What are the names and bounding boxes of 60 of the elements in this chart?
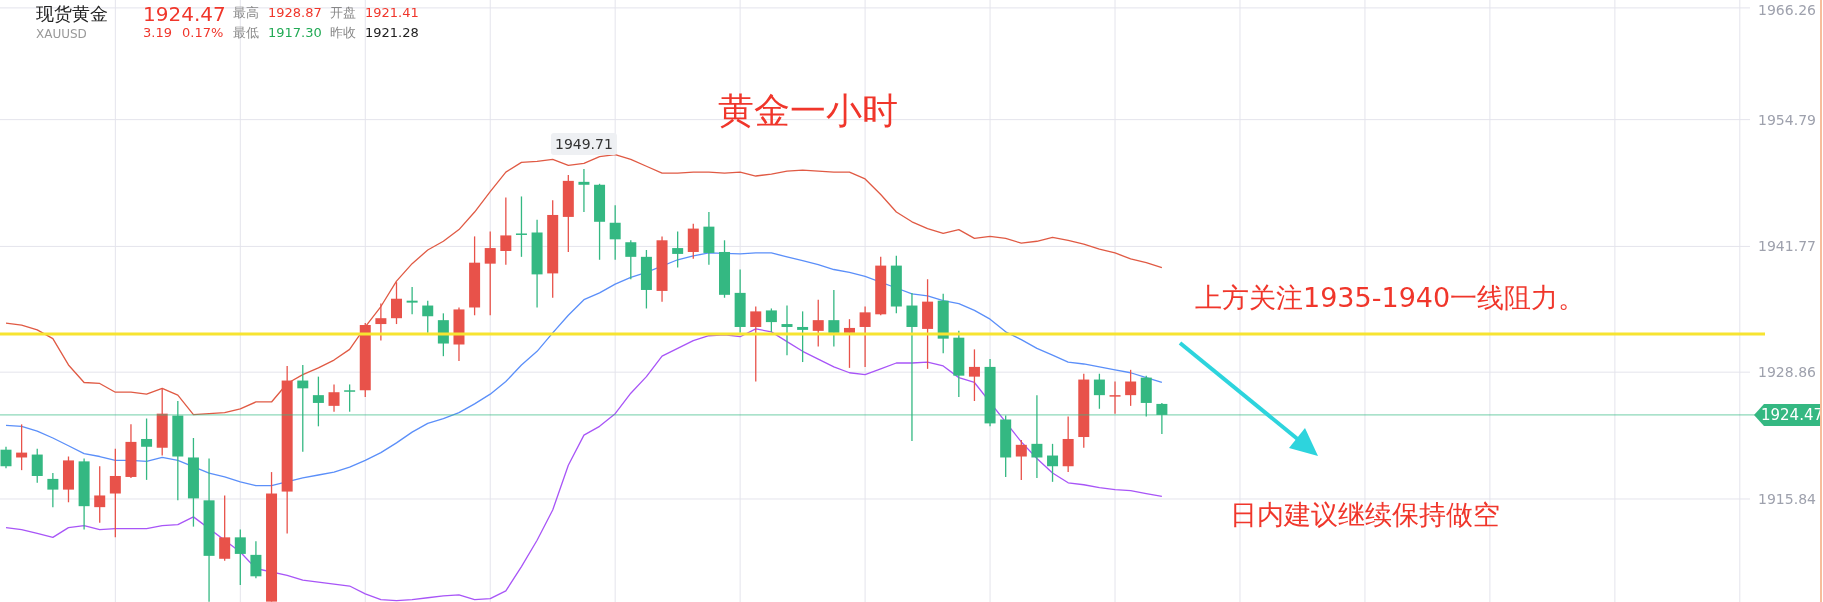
annotation: 1924.47 bbox=[143, 2, 226, 26]
candlestick bbox=[422, 300, 434, 334]
candlestick bbox=[687, 223, 699, 260]
text: 黄金一小时 bbox=[718, 90, 898, 131]
annotation: 3.19 bbox=[143, 25, 172, 40]
candlestick bbox=[109, 448, 121, 538]
candlestick bbox=[578, 168, 590, 213]
candlestick bbox=[391, 281, 402, 325]
candlestick bbox=[500, 196, 512, 266]
annotation: 1928.87 bbox=[268, 5, 322, 20]
candlestick bbox=[812, 299, 824, 348]
candlestick bbox=[219, 494, 231, 562]
ref-line-label: 1924.47 bbox=[1760, 405, 1823, 424]
candlestick bbox=[344, 383, 356, 413]
annotation: 昨收 bbox=[330, 25, 356, 40]
y-tick-label: 1928.86 bbox=[1758, 364, 1817, 381]
candlestick bbox=[1125, 369, 1137, 407]
candlestick bbox=[515, 195, 527, 258]
annotation: 1921.41 bbox=[365, 5, 419, 20]
text: 上方关注1935-1940一线阻力。 bbox=[1195, 282, 1586, 313]
annotation: 开盘 bbox=[330, 5, 356, 20]
candlestick bbox=[1093, 373, 1105, 410]
annotation: 1921.28 bbox=[365, 25, 419, 40]
candlestick bbox=[375, 302, 387, 342]
candlestick bbox=[0, 446, 12, 469]
candlestick bbox=[31, 448, 43, 484]
candlestick bbox=[47, 472, 59, 508]
candlestick bbox=[750, 305, 762, 383]
y-tick-label: 1915.84 bbox=[1758, 490, 1817, 507]
candlestick bbox=[828, 289, 840, 348]
candlestick bbox=[765, 307, 777, 333]
candlestick bbox=[968, 348, 980, 402]
candlestick bbox=[781, 304, 793, 356]
annotation: 0.17% bbox=[182, 25, 224, 40]
y-tick-label: 1954.79 bbox=[1758, 111, 1816, 128]
text: 日内建议继续保持做空 bbox=[1230, 499, 1500, 530]
candlestick bbox=[94, 465, 106, 524]
candlestick bbox=[250, 540, 262, 579]
candlestick bbox=[672, 230, 684, 269]
annotation: XAUUSD bbox=[36, 27, 87, 41]
annotation: 最低 bbox=[233, 25, 259, 40]
candlestick bbox=[1047, 443, 1059, 483]
note: 1949.71 bbox=[550, 133, 617, 156]
annotation: 最高 bbox=[233, 5, 259, 20]
candlestick bbox=[609, 204, 621, 261]
annotation: 现货黄金 bbox=[36, 3, 108, 24]
annotation: 1917.30 bbox=[268, 25, 322, 40]
candlestick bbox=[328, 383, 340, 413]
candlestick bbox=[406, 286, 418, 315]
line-series bbox=[5, 252, 1163, 487]
candlestick bbox=[484, 230, 496, 316]
candlestick bbox=[1015, 439, 1027, 481]
candlestick bbox=[859, 305, 871, 368]
candlestick bbox=[141, 417, 153, 481]
candlestick bbox=[625, 239, 637, 280]
candlestick bbox=[797, 310, 809, 363]
candlestick bbox=[1109, 380, 1121, 415]
y-tick-label: 1941.77 bbox=[1758, 238, 1816, 255]
y-tick-label: 1966.26 bbox=[1758, 2, 1817, 18]
candlestick bbox=[234, 528, 246, 586]
